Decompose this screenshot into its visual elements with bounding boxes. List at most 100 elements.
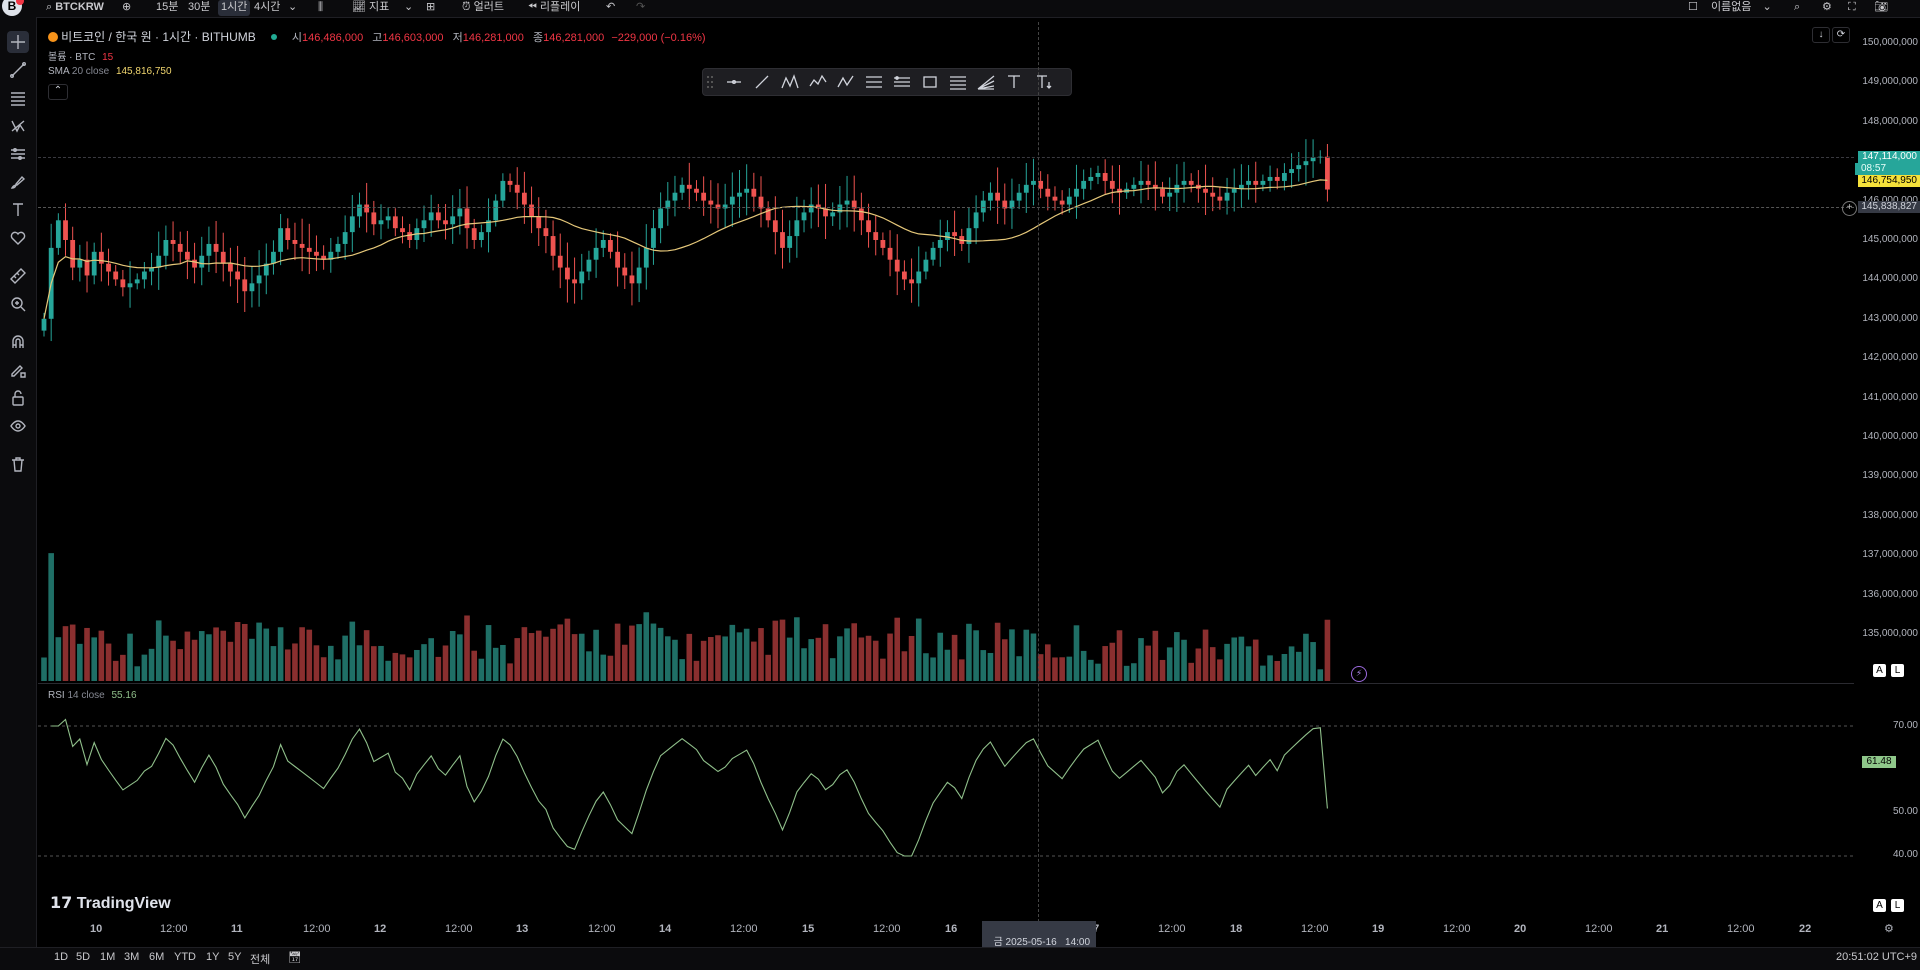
timeframe-dropdown[interactable]: ⌄	[288, 0, 297, 16]
wave-icon[interactable]	[807, 72, 829, 92]
volume-bar	[120, 654, 126, 681]
range-6m[interactable]: 6M	[149, 951, 165, 963]
candle-body	[1310, 157, 1316, 162]
remove-drawings-tool[interactable]	[7, 453, 29, 475]
text-tool[interactable]	[7, 199, 29, 221]
timeframe-4h[interactable]: 4시간	[254, 1, 281, 13]
candle-body	[98, 251, 104, 264]
settings-button[interactable]: ⚙︎	[1822, 0, 1832, 16]
text-settings-icon[interactable]	[1033, 72, 1055, 92]
volume-bar	[872, 640, 879, 681]
volume-bar	[335, 659, 341, 681]
volume-bar	[915, 618, 922, 681]
lightning-icon[interactable]: ⚡︎	[1351, 666, 1367, 682]
volume-bar	[786, 637, 793, 681]
fullscreen-button[interactable]: ⛶	[1848, 0, 1856, 16]
reset-chart-button[interactable]: ⟳	[1832, 27, 1850, 43]
timeframe-1h[interactable]: 1시간	[218, 0, 251, 16]
rsi-log-scale-button[interactable]: L	[1891, 899, 1904, 912]
drag-handle-icon[interactable]	[705, 72, 715, 92]
compare-symbol-button[interactable]: ⊕	[122, 0, 131, 16]
rsi-legend[interactable]: RSI 14 close 55.16	[48, 690, 137, 701]
volume-legend[interactable]: 볼륨 · BTC 15	[48, 48, 113, 63]
measure-tool[interactable]	[7, 265, 29, 287]
range-1d[interactable]: 1D	[54, 951, 69, 963]
chart-settings-button[interactable]: ⚙︎	[1884, 922, 1894, 935]
auto-scale-button[interactable]: A	[1873, 664, 1886, 677]
range-5y[interactable]: 5Y	[228, 951, 242, 963]
symbol-search-button[interactable]: ⌕ BTCKRW	[46, 0, 104, 16]
log-scale-button[interactable]: L	[1891, 664, 1904, 677]
trendline-tool[interactable]	[7, 59, 29, 81]
keep-drawing-tool[interactable]	[7, 359, 29, 381]
prediction-tool[interactable]	[7, 143, 29, 165]
lock-drawings-tool[interactable]	[7, 387, 29, 409]
date-range-button[interactable]: 📅︎	[288, 951, 302, 964]
hide-drawings-tool[interactable]	[7, 415, 29, 437]
indicators-dropdown[interactable]: ⌄	[404, 0, 413, 16]
horizontal-ray-icon[interactable]	[723, 72, 745, 92]
candle-body	[464, 208, 470, 229]
timeframe-15m[interactable]: 15분	[156, 1, 179, 13]
fib-icon[interactable]	[863, 72, 885, 92]
indicators-button[interactable]: 📈︎ 지표	[352, 0, 389, 16]
fib-channel-icon[interactable]	[891, 72, 913, 92]
rsi-auto-scale-button[interactable]: A	[1873, 899, 1886, 912]
symbol-title: 비트코인 / 한국 원 · 1시간 · BITHUMB	[61, 30, 256, 44]
replay-button[interactable]: ⏪︎ 리플레이	[528, 0, 580, 16]
gann-icon[interactable]	[947, 72, 969, 92]
last-price-value: 147,114,000	[1862, 151, 1917, 162]
candle-body	[629, 275, 635, 284]
open-value: 146,486,000	[302, 32, 364, 44]
zoom-tool[interactable]	[7, 293, 29, 315]
volume-bar	[1131, 663, 1137, 681]
snapshot-button[interactable]: 📷︎	[1874, 0, 1888, 16]
xabcd-icon[interactable]	[835, 72, 857, 92]
volume-bar	[664, 636, 671, 681]
collapse-legend-button[interactable]: ⌃	[48, 84, 68, 100]
scroll-to-realtime-button[interactable]: ↓	[1812, 27, 1830, 43]
trendline-icon[interactable]	[751, 72, 773, 92]
layout-name-button[interactable]: ☐ 이름없음 ⌄	[1688, 0, 1772, 16]
range-1m[interactable]: 1M	[100, 951, 116, 963]
brush-tool[interactable]	[7, 171, 29, 193]
magnet-tool[interactable]	[7, 331, 29, 353]
volume-bar	[1102, 646, 1108, 681]
add-alert-plus-icon[interactable]: +	[1842, 201, 1857, 216]
fib-tool[interactable]	[7, 87, 29, 109]
range-3m[interactable]: 3M	[124, 951, 140, 963]
search-icon: ⌕	[46, 1, 53, 13]
sma-tag-value: 146,754,950	[1861, 175, 1917, 186]
redo-button[interactable]: ↷	[636, 0, 645, 16]
layouts-button[interactable]: ⊞	[426, 0, 435, 16]
volume-bar	[708, 637, 714, 681]
candle-body	[966, 228, 972, 244]
chart-type-button[interactable]: ⫼	[318, 0, 323, 16]
pane-separator[interactable]	[38, 683, 1854, 684]
undo-button[interactable]: ↶	[606, 0, 615, 16]
crosshair-tool[interactable]	[7, 31, 29, 53]
fullscreen-icon: ⛶	[1848, 1, 1856, 13]
volume-bar	[1174, 632, 1180, 681]
candle-body	[493, 200, 499, 221]
range-all[interactable]: 전체	[250, 954, 271, 966]
pitchfork-icon[interactable]	[779, 72, 801, 92]
tradingview-watermark[interactable]: 𝟭𝟳 TradingView	[50, 893, 171, 913]
clock-button[interactable]: 20:51:02 UTC+9	[1836, 951, 1918, 963]
range-5d[interactable]: 5D	[76, 951, 91, 963]
fib-fan-icon[interactable]	[975, 72, 997, 92]
alert-button[interactable]: ⏰︎ 얼러트	[462, 0, 504, 16]
range-1y[interactable]: 1Y	[206, 951, 220, 963]
rectangle-icon[interactable]	[919, 72, 941, 92]
candle-body	[457, 208, 463, 217]
range-ytd[interactable]: YTD	[174, 951, 196, 963]
icons-tool[interactable]	[7, 227, 29, 249]
quick-search-button[interactable]: ⌕	[1794, 0, 1800, 16]
pattern-tool[interactable]	[7, 115, 29, 137]
timeframe-30m[interactable]: 30분	[188, 1, 211, 13]
text-icon[interactable]	[1003, 72, 1025, 92]
sma-legend[interactable]: SMA 20 close 145,816,750	[48, 66, 172, 77]
volume-bar	[722, 636, 728, 681]
symbol-legend[interactable]: 비트코인 / 한국 원 · 1시간 · BITHUMB 시146,486,000…	[48, 28, 706, 45]
